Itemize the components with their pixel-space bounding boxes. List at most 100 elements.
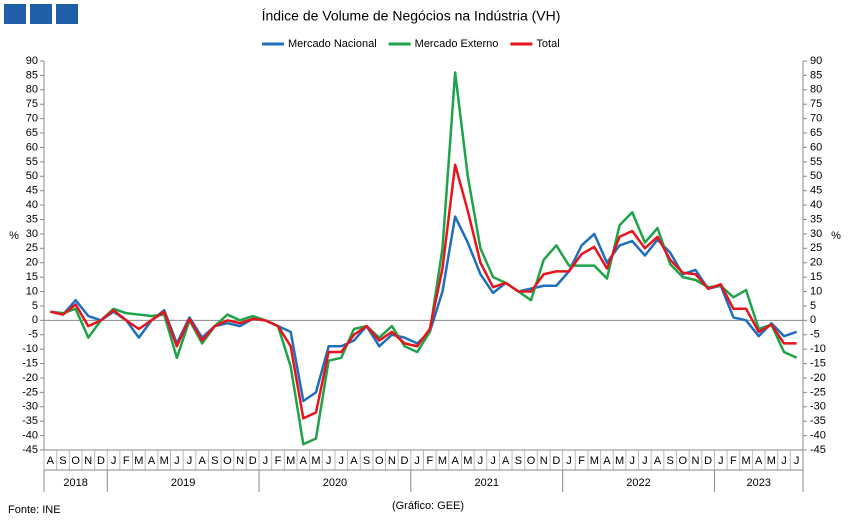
y-tick-label: 85 xyxy=(26,69,38,81)
y-tick-label: 50 xyxy=(26,170,38,182)
y2-tick-label: -15 xyxy=(810,357,826,369)
y2-axis-label: % xyxy=(831,230,841,242)
x-tick-label: N xyxy=(691,455,699,467)
y2-tick-label: 40 xyxy=(810,199,822,211)
y-tick-label: 55 xyxy=(26,156,38,168)
y2-tick-label: 90 xyxy=(810,55,822,67)
y2-tick-label: -30 xyxy=(810,401,826,413)
x-tick-label: J xyxy=(187,455,193,467)
x-tick-label: J xyxy=(566,455,572,467)
y-tick-label: 70 xyxy=(26,113,38,125)
y2-tick-label: 55 xyxy=(810,156,822,168)
year-label: 2020 xyxy=(323,477,347,489)
y-tick-label: -15 xyxy=(22,357,38,369)
y2-tick-label: 50 xyxy=(810,170,822,182)
x-tick-label: J xyxy=(642,455,648,467)
x-tick-label: D xyxy=(704,455,712,467)
x-tick-label: F xyxy=(123,455,130,467)
x-tick-label: A xyxy=(198,455,206,467)
y2-tick-label: 0 xyxy=(810,314,816,326)
x-tick-label: J xyxy=(174,455,180,467)
chart-title: Índice de Volume de Negócios na Indústri… xyxy=(262,8,561,24)
x-tick-label: M xyxy=(286,455,295,467)
y-tick-label: 90 xyxy=(26,55,38,67)
x-tick-label: N xyxy=(388,455,396,467)
x-tick-label: D xyxy=(552,455,560,467)
y2-tick-label: -5 xyxy=(810,329,820,341)
x-tick-label: A xyxy=(47,455,55,467)
x-tick-label: M xyxy=(311,455,320,467)
logo-square xyxy=(30,4,52,24)
y2-tick-label: -10 xyxy=(810,343,826,355)
x-tick-label: S xyxy=(515,455,522,467)
x-tick-label: N xyxy=(540,455,548,467)
x-tick-label: J xyxy=(111,455,117,467)
y2-tick-label: 70 xyxy=(810,113,822,125)
y2-tick-label: -45 xyxy=(810,444,826,456)
x-tick-label: N xyxy=(236,455,244,467)
x-tick-label: F xyxy=(578,455,585,467)
x-tick-label: J xyxy=(794,455,800,467)
y2-tick-label: 60 xyxy=(810,141,822,153)
y-tick-label: 60 xyxy=(26,141,38,153)
y-tick-label: 5 xyxy=(32,300,38,312)
x-tick-label: J xyxy=(339,455,345,467)
y-tick-label: 80 xyxy=(26,84,38,96)
x-tick-label: O xyxy=(71,455,80,467)
y2-tick-label: 20 xyxy=(810,257,822,269)
x-tick-label: J xyxy=(629,455,635,467)
y2-tick-label: 75 xyxy=(810,98,822,110)
y2-tick-label: -20 xyxy=(810,372,826,384)
y2-tick-label: 80 xyxy=(810,84,822,96)
x-tick-label: F xyxy=(730,455,737,467)
x-tick-label: O xyxy=(375,455,384,467)
x-tick-label: A xyxy=(502,455,510,467)
y2-tick-label: 5 xyxy=(810,300,816,312)
y2-tick-label: 10 xyxy=(810,285,822,297)
y-axis-label: % xyxy=(9,230,19,242)
x-tick-label: D xyxy=(97,455,105,467)
x-tick-label: S xyxy=(667,455,674,467)
y-tick-label: 25 xyxy=(26,242,38,254)
x-tick-label: J xyxy=(326,455,332,467)
x-tick-label: J xyxy=(781,455,787,467)
x-tick-label: N xyxy=(84,455,92,467)
y-tick-label: -30 xyxy=(22,401,38,413)
logo-square xyxy=(4,4,26,24)
y2-tick-label: 65 xyxy=(810,127,822,139)
y2-tick-label: -25 xyxy=(810,386,826,398)
x-tick-label: O xyxy=(223,455,232,467)
x-tick-label: D xyxy=(249,455,257,467)
year-label: 2021 xyxy=(475,477,499,489)
y-tick-label: -35 xyxy=(22,415,38,427)
y-tick-label: -40 xyxy=(22,429,38,441)
y-tick-label: -45 xyxy=(22,444,38,456)
x-tick-label: M xyxy=(767,455,776,467)
x-tick-label: A xyxy=(300,455,308,467)
series-line xyxy=(50,71,798,446)
legend-label: Total xyxy=(536,38,559,50)
x-tick-label: J xyxy=(263,455,269,467)
year-label: 2022 xyxy=(626,477,650,489)
x-tick-label: S xyxy=(363,455,370,467)
series-line xyxy=(50,215,798,403)
x-tick-label: D xyxy=(401,455,409,467)
y-tick-label: 0 xyxy=(32,314,38,326)
y2-tick-label: -35 xyxy=(810,415,826,427)
x-tick-label: A xyxy=(603,455,611,467)
x-tick-label: M xyxy=(438,455,447,467)
y2-tick-label: 30 xyxy=(810,228,822,240)
x-tick-label: O xyxy=(527,455,536,467)
x-tick-label: A xyxy=(451,455,459,467)
x-tick-label: S xyxy=(211,455,218,467)
y-tick-label: -5 xyxy=(28,329,38,341)
x-tick-label: M xyxy=(741,455,750,467)
y-tick-label: 35 xyxy=(26,213,38,225)
legend-label: Mercado Externo xyxy=(415,38,499,50)
y-tick-label: -25 xyxy=(22,386,38,398)
x-tick-label: A xyxy=(654,455,662,467)
y-tick-label: -20 xyxy=(22,372,38,384)
y2-tick-label: 45 xyxy=(810,185,822,197)
y2-tick-label: 15 xyxy=(810,271,822,283)
x-tick-label: F xyxy=(275,455,282,467)
